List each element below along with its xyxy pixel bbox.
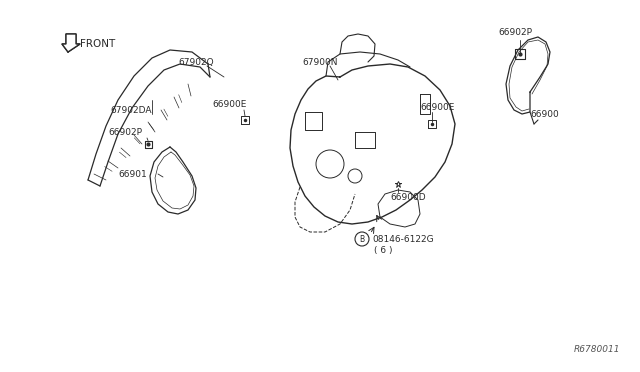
- Text: ( 6 ): ( 6 ): [374, 247, 392, 256]
- Text: 66901: 66901: [118, 170, 147, 179]
- Text: 08146-6122G: 08146-6122G: [372, 234, 434, 244]
- Text: 67902DA: 67902DA: [110, 106, 152, 115]
- Text: 67902Q: 67902Q: [178, 58, 214, 67]
- Text: 66900D: 66900D: [390, 192, 426, 202]
- Text: 66900E: 66900E: [420, 103, 454, 112]
- Text: R6780011: R6780011: [573, 345, 620, 354]
- Polygon shape: [62, 34, 80, 52]
- Text: 66902P: 66902P: [108, 128, 142, 137]
- Text: FRONT: FRONT: [80, 39, 115, 49]
- Text: 67900N: 67900N: [302, 58, 337, 67]
- Text: B: B: [360, 234, 365, 244]
- Text: 66902P: 66902P: [498, 28, 532, 36]
- Text: 66900: 66900: [530, 109, 559, 119]
- Text: 66900E: 66900E: [212, 99, 246, 109]
